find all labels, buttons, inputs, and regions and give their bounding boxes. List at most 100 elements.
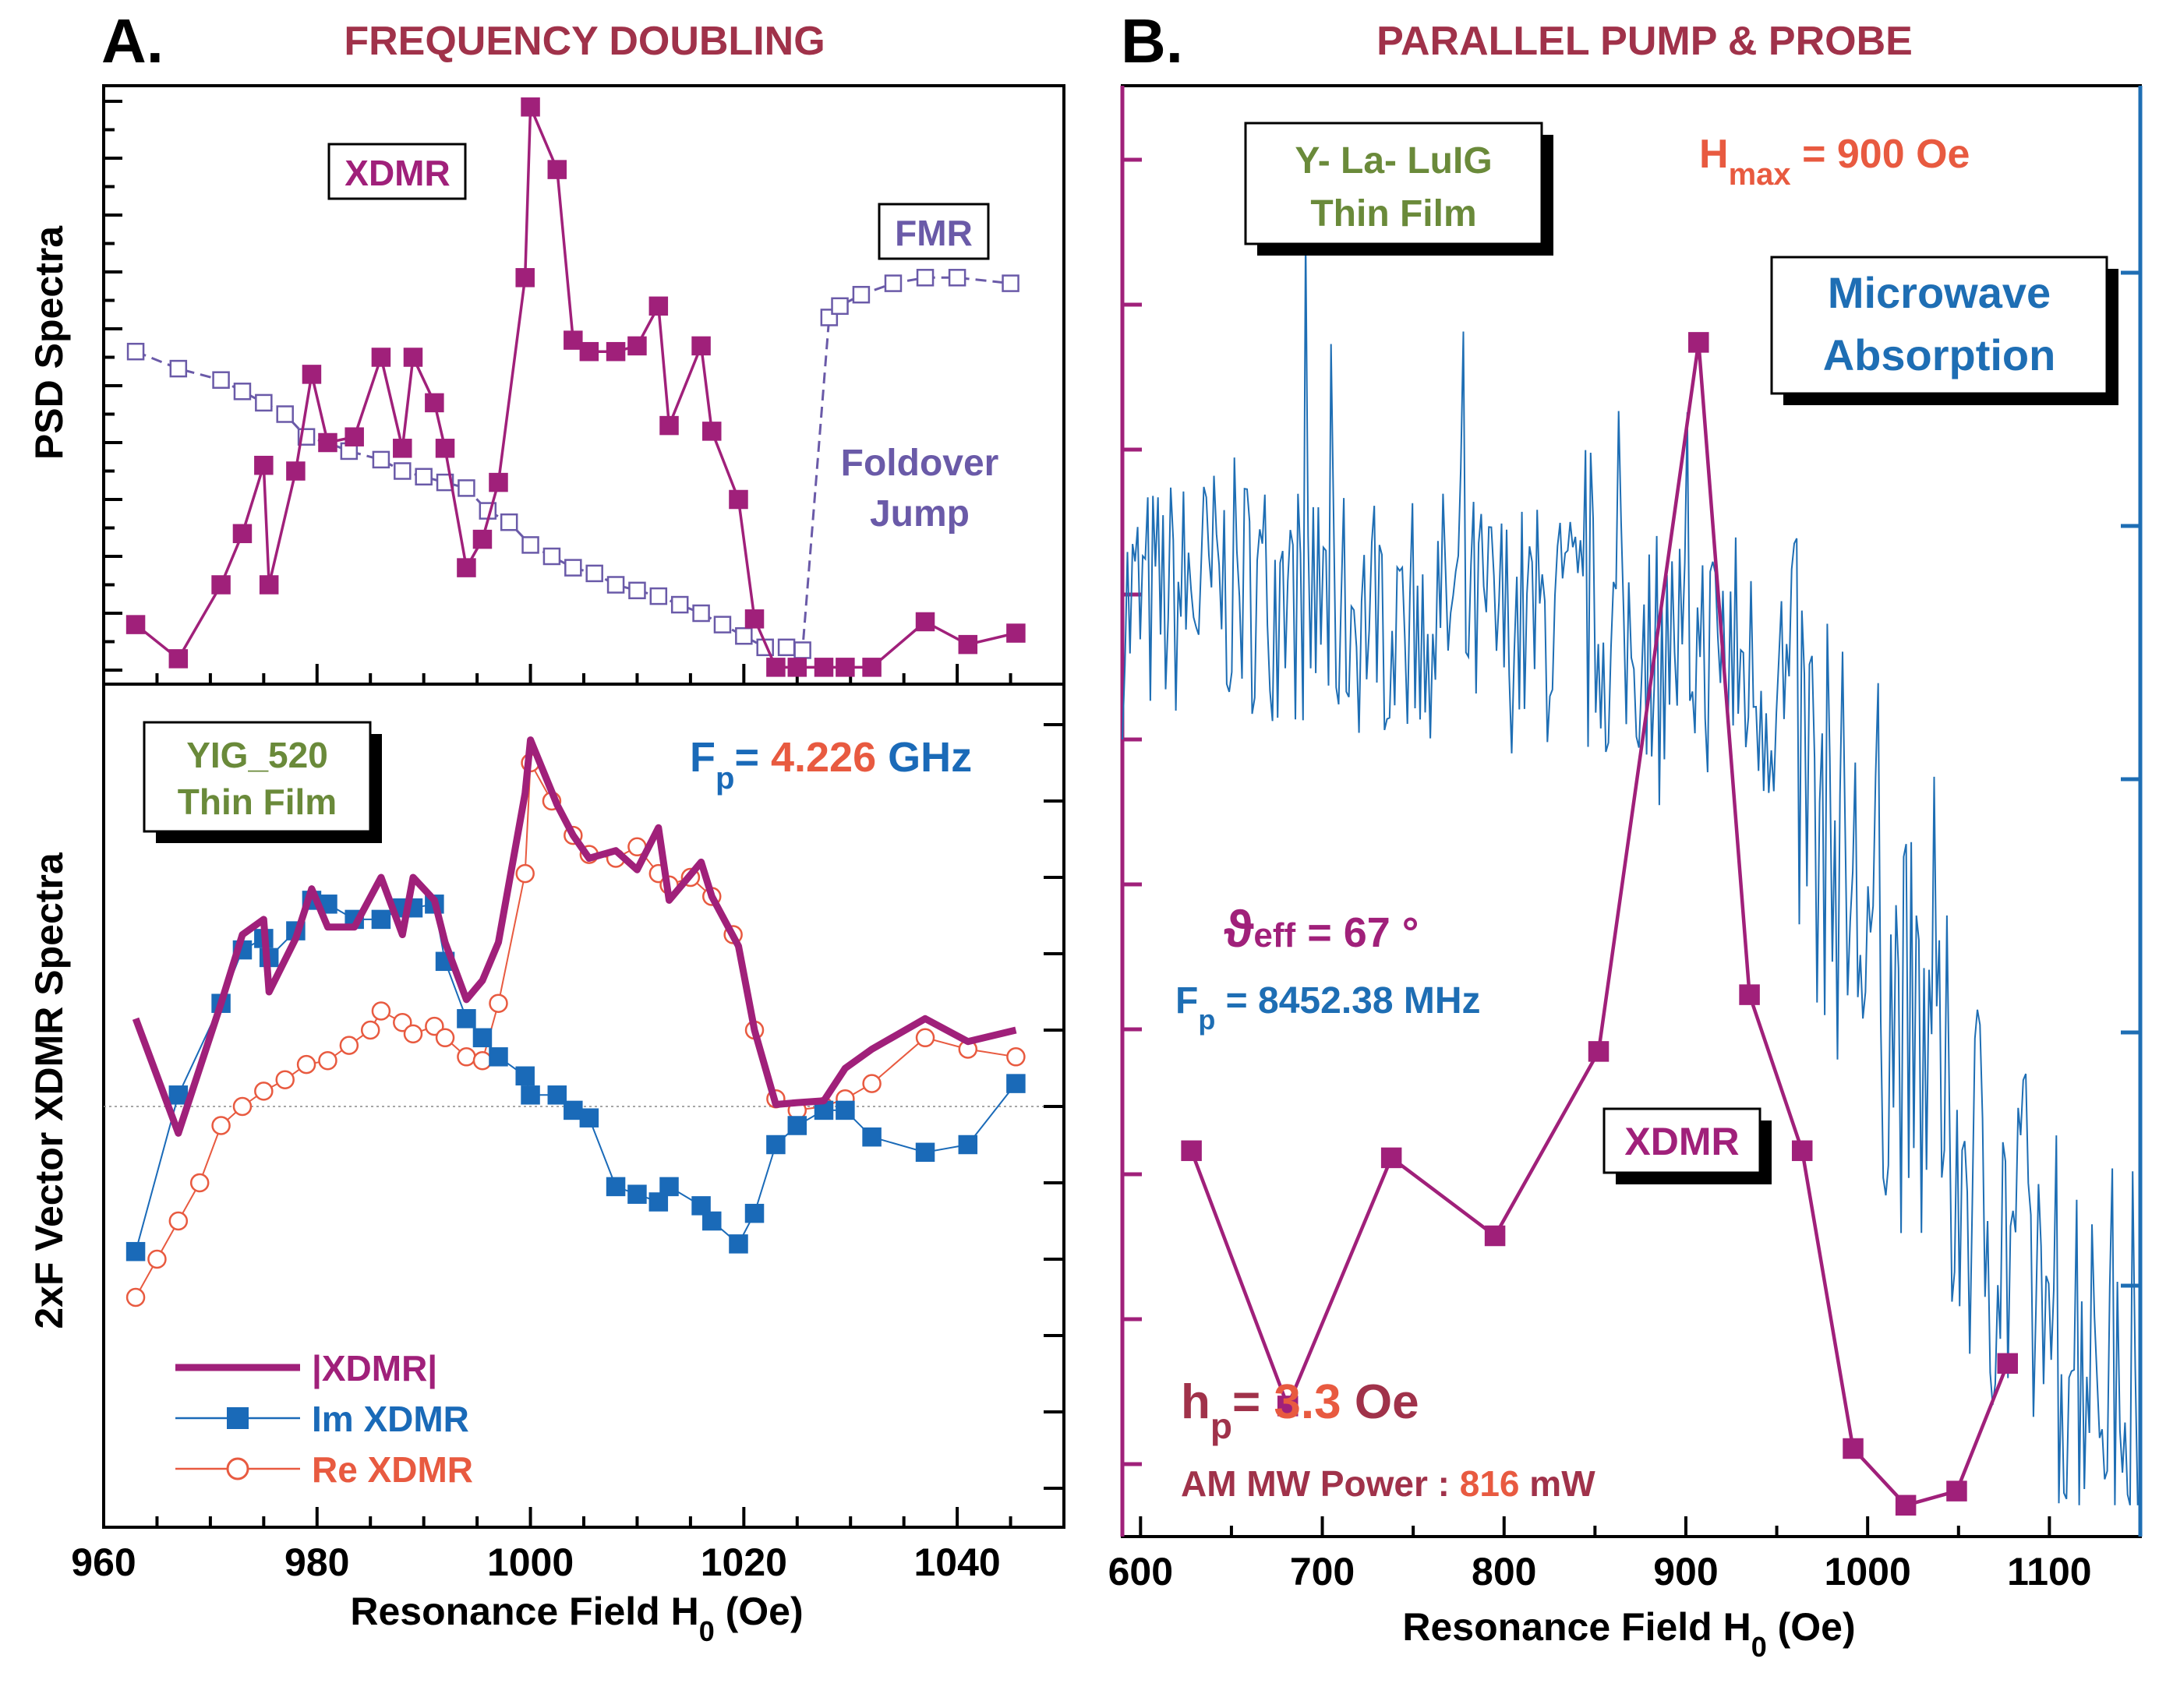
data-point-xdmr — [648, 296, 669, 316]
panel-a-top-ylabel: PSD Spectra — [27, 225, 71, 460]
data-point-xdmr — [1006, 623, 1026, 643]
data-point-fmr — [606, 576, 625, 594]
legend-re-label: Re XDMR — [312, 1449, 473, 1490]
x-tick-label: 1000 — [1825, 1550, 1911, 1593]
panel-a-bottom-plot: 960 980 1000 1020 1040 — [71, 723, 1064, 1584]
data-point-re-xdmr — [211, 1116, 231, 1135]
data-point-xdmr — [286, 461, 306, 481]
data-point-fmr — [255, 393, 273, 412]
data-point-fmr — [415, 468, 433, 486]
legend-re-marker — [226, 1457, 249, 1480]
data-point-xdmr — [211, 575, 231, 595]
theta-label: ϑeff = 67 ° — [1224, 900, 1419, 958]
data-point-im-xdmr — [125, 1241, 146, 1262]
data-point-xdmr — [371, 348, 391, 367]
data-point-re-xdmr — [862, 1074, 882, 1093]
panel-b-title: PARALLEL PUMP & PROBE — [1376, 19, 1913, 64]
data-point-re-xdmr — [457, 1047, 476, 1067]
data-point-re-xdmr — [425, 1016, 444, 1036]
data-point-fmr — [233, 383, 252, 401]
data-point-xdmr — [489, 472, 508, 492]
data-point-im-xdmr — [606, 1177, 626, 1197]
hmax-label: Hmax = 900 Oe — [1699, 132, 1970, 192]
data-point-fmr — [713, 616, 732, 633]
x-tick-label: 960 — [71, 1540, 136, 1584]
data-point-xdmr — [1895, 1494, 1917, 1516]
data-point-xdmr — [345, 427, 364, 446]
data-point-xdmr — [259, 575, 279, 595]
data-point-fmr — [884, 274, 903, 292]
data-point-xdmr — [521, 97, 540, 117]
data-point-fmr — [793, 641, 811, 659]
xdmr-label: XDMR — [345, 153, 450, 193]
sample-b-line-1: Y- La- LuIG — [1295, 140, 1492, 182]
data-point-im-xdmr — [521, 1085, 540, 1105]
x-tick-label: 980 — [284, 1540, 349, 1584]
data-point-re-xdmr — [435, 1028, 455, 1048]
data-point-xdmr — [125, 615, 146, 634]
data-point-re-xdmr — [125, 1287, 146, 1307]
data-point-im-xdmr — [489, 1047, 508, 1067]
data-point-im-xdmr — [691, 1196, 711, 1216]
data-point-xdmr — [579, 341, 599, 362]
data-point-xdmr — [958, 634, 978, 655]
fmr-label-box — [878, 203, 990, 260]
data-point-xdmr — [1739, 984, 1760, 1005]
sample-b-box — [1244, 122, 1543, 245]
data-point-xdmr — [787, 658, 807, 677]
series-line-xdmr — [132, 736, 1017, 1137]
data-point-fmr — [521, 536, 539, 554]
data-point-im-xdmr — [1006, 1074, 1026, 1093]
panel-a-letter: A. — [101, 6, 164, 76]
data-point-xdmr — [814, 658, 834, 677]
legend-abs-label: |XDMR| — [312, 1348, 437, 1389]
data-point-xdmr — [1688, 332, 1709, 353]
data-point-re-xdmr — [403, 1024, 423, 1044]
data-point-im-xdmr — [627, 1184, 647, 1204]
am-power-label: AM MW Power : 816 mW — [1181, 1463, 1595, 1504]
data-point-fmr — [126, 342, 145, 361]
data-point-re-xdmr — [318, 1050, 337, 1071]
data-point-im-xdmr — [958, 1135, 978, 1155]
xdmr-b-label: XDMR — [1624, 1120, 1739, 1163]
data-point-xdmr — [1588, 1041, 1610, 1062]
xdmr-b-box — [1602, 1107, 1761, 1174]
data-point-fmr — [169, 359, 188, 378]
data-point-xdmr — [1791, 1140, 1813, 1162]
data-point-xdmr — [1181, 1140, 1202, 1162]
data-point-fmr — [670, 595, 689, 614]
data-point-xdmr — [606, 341, 626, 362]
data-point-fmr — [649, 587, 668, 605]
data-point-xdmr — [836, 658, 855, 677]
data-point-im-xdmr — [659, 1177, 679, 1197]
panel-b-plot: 600 700 800 900 1000 1100 — [1108, 157, 2140, 1593]
data-point-re-xdmr — [915, 1028, 935, 1048]
panel-a-title: FREQUENCY DOUBLING — [344, 19, 825, 64]
data-point-re-xdmr — [393, 1012, 412, 1032]
panel-b-xlabel: Resonance Field H0 (Oe) — [1402, 1605, 1855, 1663]
x-tick-label: 600 — [1108, 1550, 1173, 1593]
data-point-xdmr — [862, 658, 882, 677]
data-point-im-xdmr — [564, 1100, 583, 1120]
data-point-xdmr — [435, 439, 455, 458]
data-point-xdmr — [1484, 1225, 1506, 1247]
panel-a-xlabel: Resonance Field H0 (Oe) — [350, 1590, 803, 1647]
data-point-re-xdmr — [339, 1036, 359, 1055]
foldover-label-2: Jump — [870, 493, 970, 535]
data-point-im-xdmr — [515, 1066, 535, 1086]
x-tick-label: 1020 — [701, 1540, 787, 1584]
data-point-fmr — [735, 626, 753, 645]
mw-box — [1770, 256, 2108, 395]
data-point-xdmr — [1843, 1438, 1864, 1459]
data-point-fmr — [436, 473, 454, 492]
foldover-label-1: Foldover — [841, 443, 999, 484]
data-point-fmr — [372, 450, 390, 469]
data-point-xdmr — [766, 658, 786, 677]
data-point-fmr — [500, 513, 518, 531]
data-point-fmr — [628, 581, 646, 600]
data-point-im-xdmr — [862, 1127, 882, 1147]
x-tick-label: 800 — [1472, 1550, 1536, 1593]
data-point-im-xdmr — [457, 1009, 476, 1029]
panel-a-bottom-ylabel: 2xF Vector XDMR Spectra — [27, 852, 71, 1329]
